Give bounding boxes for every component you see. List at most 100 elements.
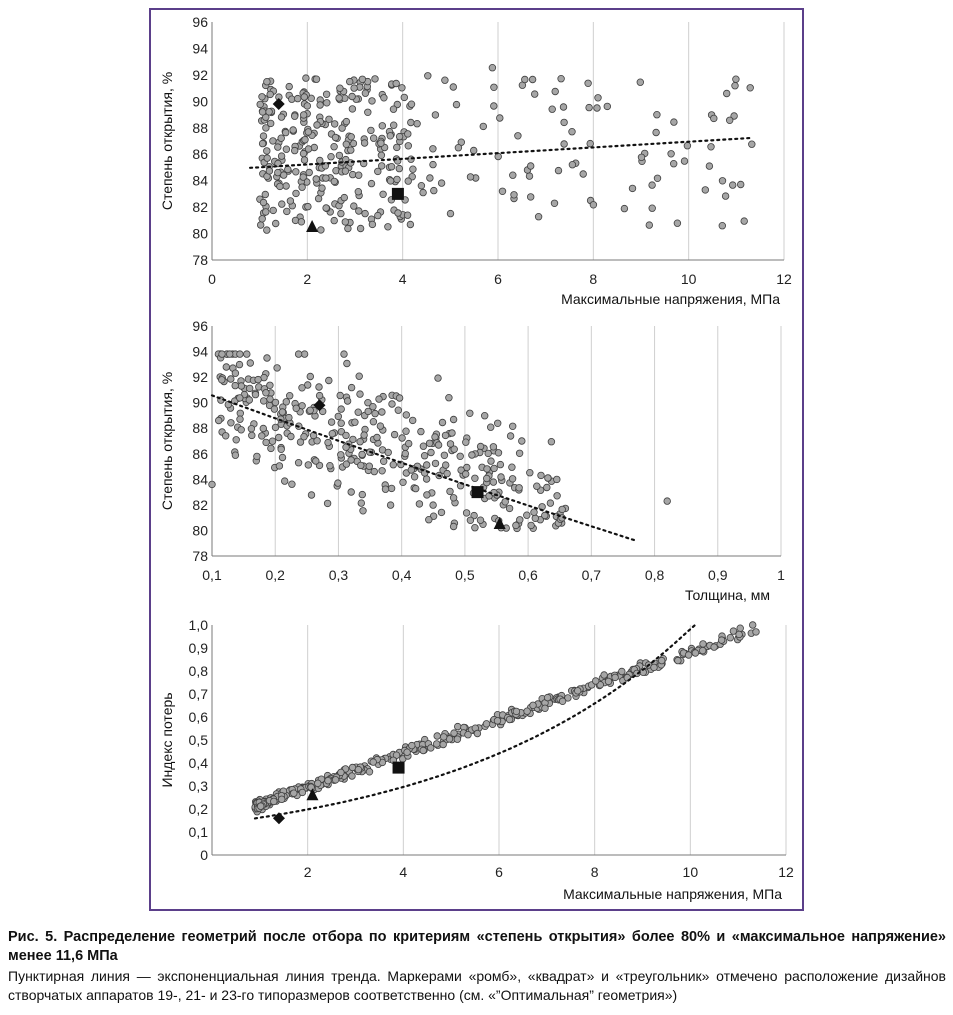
marker-diamond (313, 399, 326, 412)
data-point (521, 75, 529, 84)
data-point (290, 112, 299, 120)
data-point (247, 424, 256, 433)
data-point (325, 376, 333, 385)
x-tick-label: 1 (777, 567, 785, 583)
data-point (330, 120, 339, 128)
data-point (349, 435, 357, 444)
data-point (315, 383, 323, 391)
data-point (278, 200, 286, 208)
data-point (296, 438, 305, 446)
data-point (384, 448, 392, 457)
x-axis-title: Максимальные напряжения, МПа (563, 886, 782, 902)
data-point (355, 372, 363, 380)
data-point (603, 102, 611, 111)
data-point (628, 184, 637, 193)
data-point (258, 139, 267, 148)
data-point (263, 154, 271, 162)
data-point (299, 173, 307, 181)
data-point (373, 433, 381, 442)
data-point (564, 694, 572, 702)
data-point (509, 171, 517, 179)
data-point (307, 783, 315, 791)
data-point (301, 135, 309, 144)
data-point (285, 413, 293, 422)
data-point (375, 395, 383, 403)
data-point (359, 507, 367, 515)
trend-line (249, 136, 752, 169)
data-point (482, 720, 491, 728)
data-point (403, 748, 411, 756)
data-point (351, 418, 359, 426)
data-point (456, 452, 464, 460)
data-point (415, 500, 424, 508)
data-point (371, 75, 379, 83)
data-point (342, 443, 350, 451)
data-point (302, 74, 310, 82)
data-point (337, 419, 345, 427)
data-points (256, 64, 756, 234)
data-point (354, 187, 362, 196)
x-tick-label: 0,6 (518, 567, 538, 583)
data-point (604, 677, 613, 686)
data-point (446, 440, 455, 448)
data-point (636, 78, 644, 86)
data-point (374, 211, 382, 220)
data-point (386, 501, 395, 509)
data-point (337, 768, 345, 777)
data-point (322, 90, 331, 98)
data-point (448, 429, 456, 437)
data-point (358, 75, 367, 83)
data-point (417, 181, 426, 190)
data-point (328, 429, 336, 438)
data-point (518, 437, 526, 445)
y-tick-label: 84 (192, 173, 208, 189)
data-point (348, 170, 357, 179)
data-point (337, 209, 345, 218)
data-point (515, 449, 524, 457)
data-point (637, 153, 646, 161)
data-point (568, 160, 577, 169)
data-point (281, 128, 290, 137)
data-point (395, 132, 404, 141)
data-point (323, 499, 332, 508)
data-point (315, 391, 324, 400)
data-point (312, 457, 320, 465)
data-point (262, 389, 270, 397)
data-point (266, 119, 275, 128)
data-point (259, 397, 268, 405)
data-point (462, 438, 470, 446)
data-point (288, 480, 296, 488)
data-point (404, 142, 412, 150)
data-point (221, 432, 230, 440)
data-point (275, 462, 284, 470)
data-point (330, 177, 338, 186)
data-point (471, 523, 479, 532)
data-point (343, 397, 352, 405)
data-point (307, 94, 315, 102)
data-point (574, 687, 582, 695)
data-point (554, 166, 563, 175)
data-point (356, 390, 364, 398)
data-point (592, 677, 600, 685)
data-point (277, 134, 285, 142)
data-point (490, 102, 498, 110)
x-tick-label: 0,4 (392, 567, 412, 583)
data-point (300, 156, 309, 164)
data-point (726, 634, 734, 642)
data-point (434, 441, 443, 449)
data-point (452, 100, 461, 109)
y-tick-label: 0,1 (189, 824, 209, 840)
figure-frame (149, 8, 804, 911)
x-tick-label: 0,7 (582, 567, 602, 583)
data-point (749, 621, 757, 629)
data-point (752, 628, 760, 636)
data-point (325, 115, 333, 123)
data-point (292, 168, 300, 176)
data-point (285, 82, 293, 91)
data-point (336, 391, 344, 400)
x-tick-label: 2 (303, 271, 311, 287)
data-point (479, 122, 487, 131)
data-point (494, 449, 503, 457)
data-point (586, 139, 594, 148)
data-point (378, 408, 386, 416)
